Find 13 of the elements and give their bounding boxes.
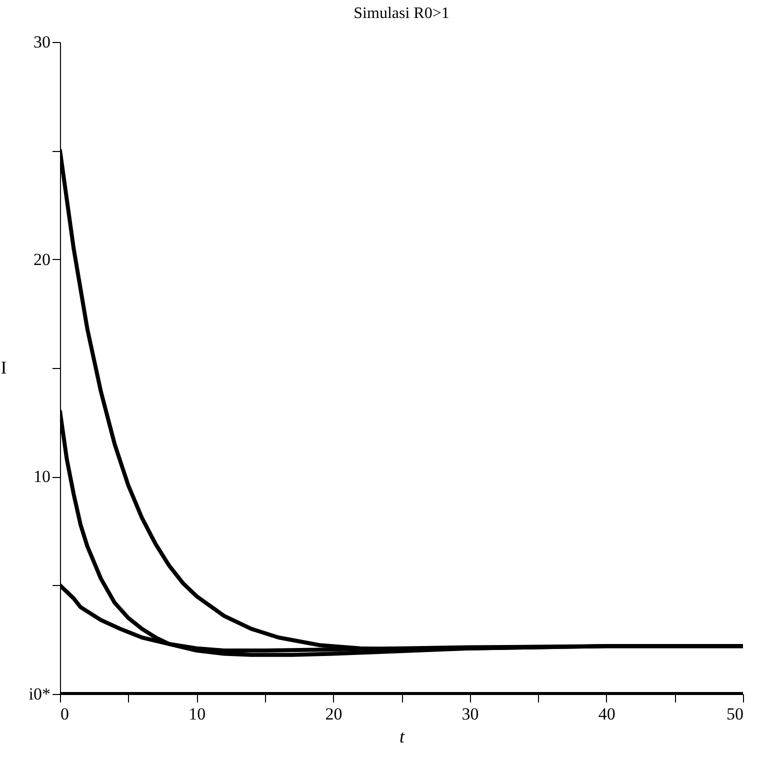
x-axis-title: t <box>399 726 406 746</box>
y-tick-label: 30 <box>34 32 50 52</box>
x-tick-label: 50 <box>726 704 744 724</box>
chart-title: Simulasi R0>1 <box>354 5 450 22</box>
y-tick-label: 20 <box>34 250 50 269</box>
x-tick-label: 0 <box>60 704 69 724</box>
x-tick-label: 20 <box>325 704 342 724</box>
x-tick-label: 40 <box>598 704 616 724</box>
x-tick-label: 30 <box>462 704 479 724</box>
y-axis-title: I <box>0 358 7 378</box>
y-tick-label: 10 <box>34 467 50 486</box>
x-tick-label: 10 <box>188 704 206 724</box>
y-tick-label: i0* <box>28 684 50 704</box>
